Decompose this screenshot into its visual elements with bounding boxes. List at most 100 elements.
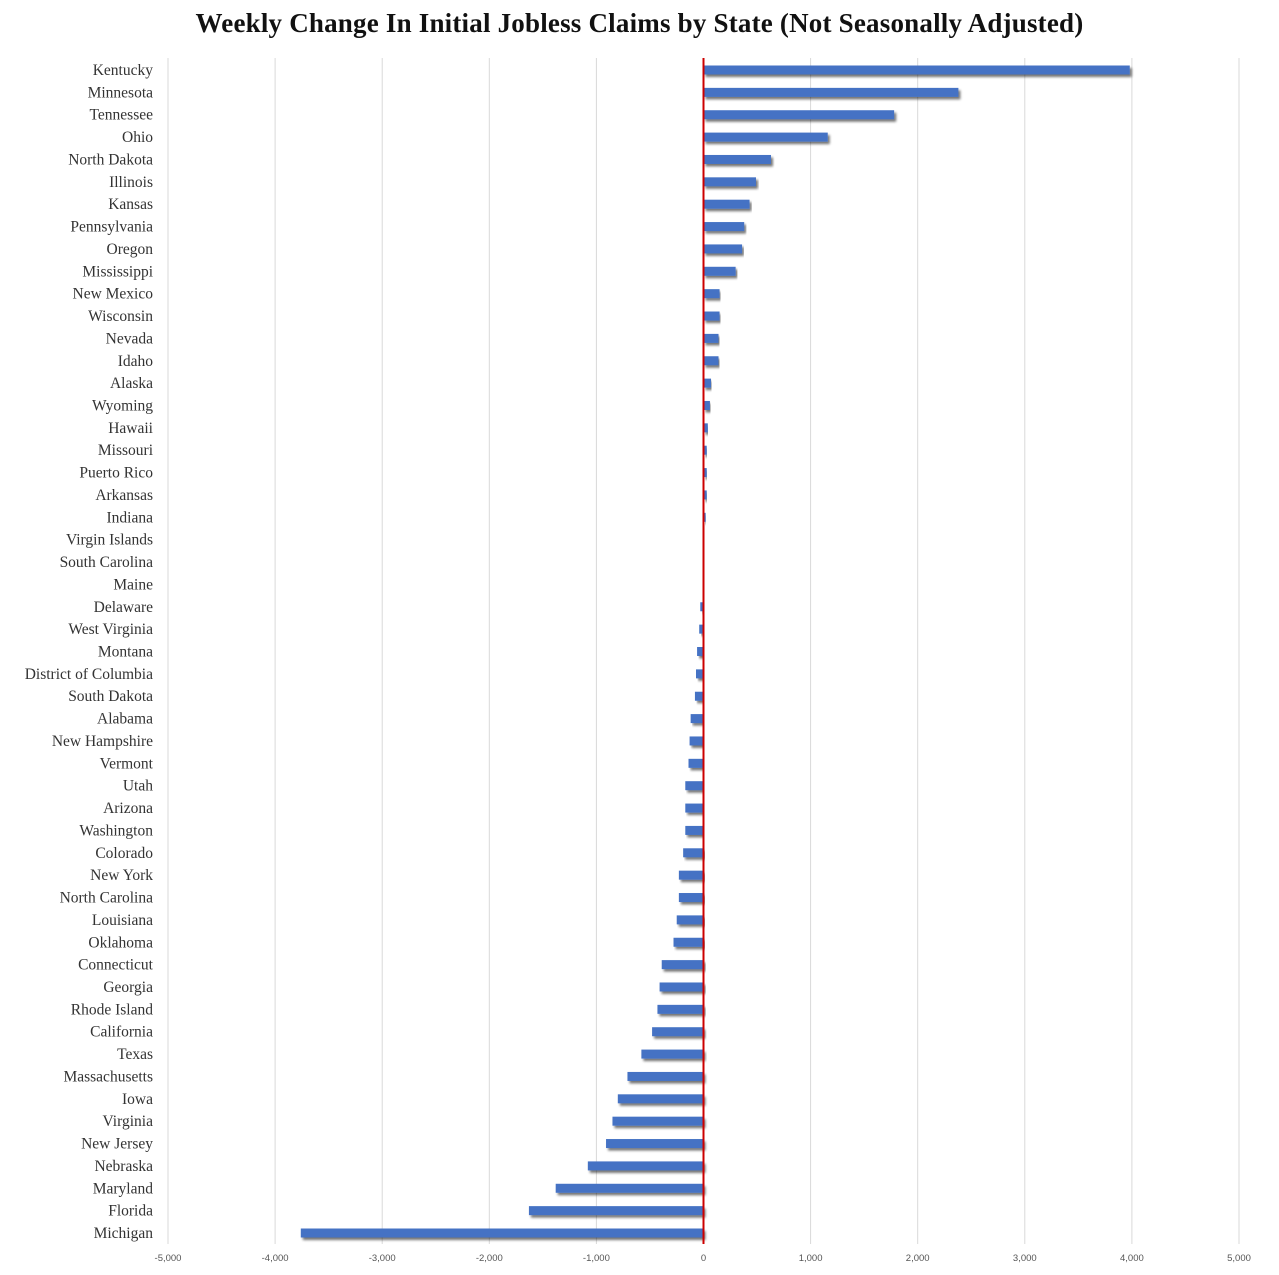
category-label: Arizona bbox=[103, 800, 153, 817]
category-label: Michigan bbox=[94, 1225, 154, 1242]
category-label: Colorado bbox=[95, 845, 153, 862]
bar bbox=[587, 1161, 704, 1171]
bar bbox=[703, 356, 719, 366]
category-label: Iowa bbox=[122, 1091, 153, 1108]
bar bbox=[657, 1004, 704, 1014]
bar bbox=[703, 266, 736, 276]
category-label: Puerto Rico bbox=[79, 465, 153, 482]
bar bbox=[685, 781, 704, 791]
bar bbox=[673, 937, 704, 947]
bar bbox=[703, 87, 959, 97]
x-tick-label: -5,000 bbox=[155, 1253, 182, 1264]
bar bbox=[678, 870, 704, 880]
category-label: Massachusetts bbox=[63, 1068, 153, 1085]
bar bbox=[703, 468, 707, 478]
category-label: District of Columbia bbox=[25, 666, 153, 683]
category-label: Virginia bbox=[103, 1113, 154, 1130]
category-label: Hawaii bbox=[108, 420, 153, 437]
x-tick-label: -3,000 bbox=[369, 1253, 396, 1264]
category-label: Illinois bbox=[109, 174, 153, 191]
bar bbox=[703, 154, 771, 164]
x-tick-label: -4,000 bbox=[262, 1253, 289, 1264]
bar bbox=[703, 65, 1130, 75]
bar bbox=[703, 177, 756, 187]
bar bbox=[700, 602, 704, 612]
x-tick-label: -1,000 bbox=[583, 1253, 610, 1264]
bar bbox=[652, 1027, 704, 1037]
bar bbox=[555, 1183, 704, 1193]
category-label: Oregon bbox=[107, 241, 154, 258]
category-label: Georgia bbox=[103, 979, 153, 996]
bar bbox=[627, 1071, 704, 1081]
category-label: North Dakota bbox=[68, 151, 153, 168]
x-tick-label: 0 bbox=[701, 1253, 706, 1264]
category-label: Montana bbox=[98, 644, 153, 661]
category-label: Texas bbox=[117, 1046, 153, 1063]
bar bbox=[694, 691, 704, 701]
bar bbox=[703, 333, 719, 343]
x-tick-label: 4,000 bbox=[1120, 1253, 1144, 1264]
x-tick-label: 2,000 bbox=[906, 1253, 930, 1264]
bar bbox=[703, 400, 710, 410]
bar bbox=[703, 445, 707, 455]
bar bbox=[703, 222, 745, 232]
category-label: Louisiana bbox=[92, 912, 153, 929]
category-label: Nebraska bbox=[94, 1158, 153, 1175]
bar bbox=[703, 110, 895, 120]
bar bbox=[528, 1206, 704, 1216]
category-label: Washington bbox=[79, 822, 153, 839]
bar bbox=[641, 1049, 704, 1059]
bar bbox=[617, 1094, 704, 1104]
bar bbox=[703, 311, 720, 321]
bar bbox=[683, 848, 704, 858]
category-label: Nevada bbox=[106, 330, 153, 347]
category-label: Utah bbox=[123, 778, 153, 795]
category-label: New York bbox=[90, 867, 153, 884]
category-label: Delaware bbox=[94, 599, 153, 616]
bar bbox=[703, 490, 707, 500]
bar bbox=[688, 758, 704, 768]
bar bbox=[690, 714, 704, 724]
gridlines bbox=[167, 58, 1240, 1244]
bar bbox=[703, 199, 750, 209]
bar bbox=[703, 244, 743, 254]
category-label: Virgin Islands bbox=[66, 532, 153, 549]
bar bbox=[689, 736, 704, 746]
bar bbox=[703, 423, 708, 433]
category-label: Alabama bbox=[97, 711, 153, 728]
x-tick-label: 1,000 bbox=[799, 1253, 823, 1264]
bar bbox=[678, 893, 704, 903]
bar bbox=[612, 1116, 704, 1126]
category-label: North Carolina bbox=[60, 890, 154, 907]
category-label: Idaho bbox=[118, 353, 154, 370]
bar bbox=[703, 512, 706, 522]
category-label: Maryland bbox=[93, 1180, 154, 1197]
x-axis-ticks: -5,000 -4,000 -3,000 -2,000 -1,000 0 1,000 2,00… bbox=[155, 1253, 1251, 1264]
category-label: Alaska bbox=[110, 375, 153, 392]
x-tick-label: 3,000 bbox=[1013, 1253, 1037, 1264]
category-label: Oklahoma bbox=[88, 934, 153, 951]
category-label: Ohio bbox=[122, 129, 153, 146]
category-label: Vermont bbox=[100, 755, 154, 772]
bar bbox=[696, 669, 704, 679]
category-label: Indiana bbox=[107, 509, 154, 526]
category-label: Wyoming bbox=[92, 397, 153, 414]
bar bbox=[685, 825, 704, 835]
bar bbox=[697, 647, 704, 656]
category-label: South Carolina bbox=[60, 554, 154, 571]
bar bbox=[606, 1139, 704, 1149]
x-tick-label: 5,000 bbox=[1227, 1253, 1251, 1264]
category-label: Pennsylvania bbox=[70, 219, 153, 236]
chart-title: Weekly Change In Initial Jobless Claims … bbox=[195, 8, 1084, 38]
category-label: Rhode Island bbox=[71, 1001, 153, 1018]
category-label: Arkansas bbox=[95, 487, 153, 504]
category-label: Florida bbox=[108, 1203, 153, 1220]
x-tick-label: -2,000 bbox=[476, 1253, 503, 1264]
category-label: Minnesota bbox=[88, 84, 154, 101]
category-label: California bbox=[90, 1024, 153, 1041]
category-label: New Hampshire bbox=[52, 733, 153, 750]
category-label: West Virginia bbox=[68, 621, 153, 638]
category-label: Wisconsin bbox=[88, 308, 153, 325]
bar bbox=[676, 915, 704, 925]
